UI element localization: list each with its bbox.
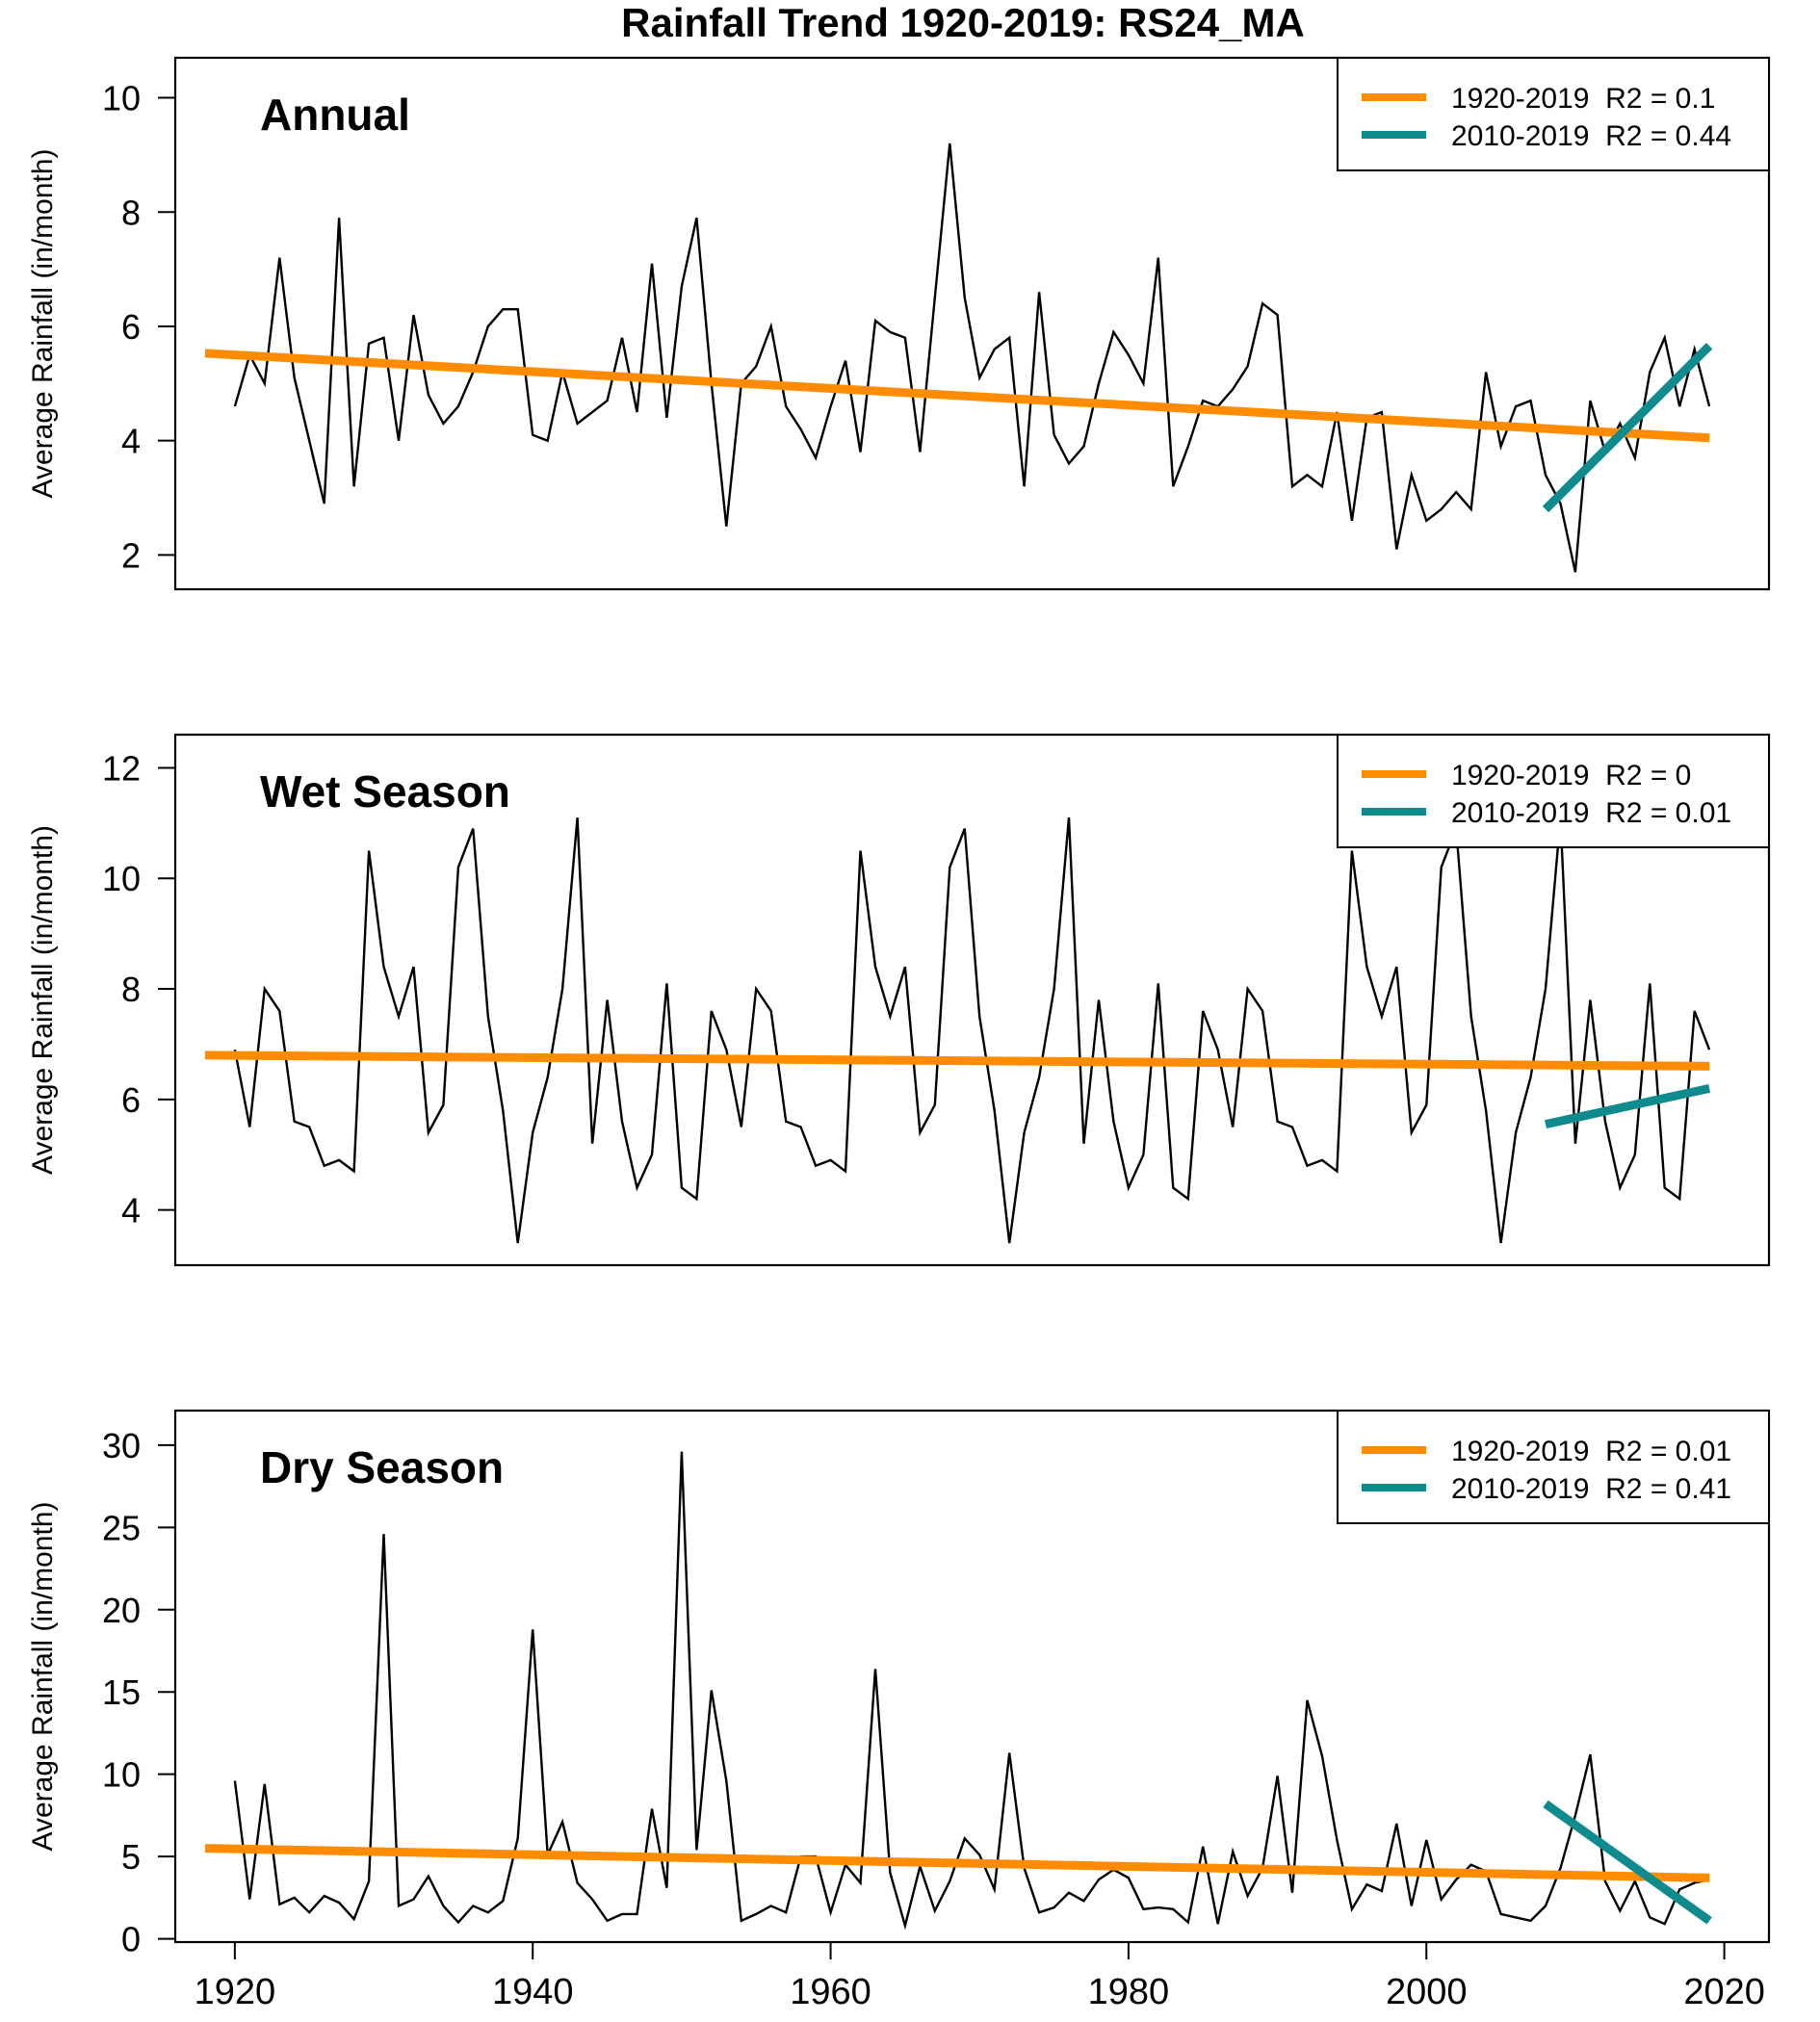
x-tick-label: 1960 (790, 1972, 871, 2012)
legend: 1920-2019 R2 = 0.1 2010-2019 R2 = 0.44 (1337, 57, 1770, 171)
x-tick-label: 2020 (1683, 1972, 1765, 2012)
x-tick-label: 2000 (1386, 1972, 1468, 2012)
panel-2: 0 5 10 15 20 25 30 Average Rainfall (in/month) D… (27, 1409, 1771, 1959)
y-tick-label: 12 (102, 748, 141, 788)
y-tick-label: 30 (102, 1426, 141, 1465)
y-axis-label: Average Rainfall (in/month) (27, 149, 59, 499)
legend-box (1337, 57, 1770, 171)
legend: 1920-2019 R2 = 0 2010-2019 R2 = 0.01 (1337, 734, 1770, 848)
y-axis-label: Average Rainfall (in/month) (27, 1502, 59, 1852)
trend-line-full-period (204, 349, 1710, 443)
legend-box (1337, 734, 1770, 848)
panel-title: Wet Season (260, 766, 510, 817)
chart-panels: 2 4 6 8 10 Average Rainfall (in/month) Annual 1… (27, 56, 1771, 1959)
trend-line-recent-period (1545, 1083, 1711, 1129)
trend-line-recent-period (1543, 1800, 1712, 1925)
trend-line-recent-period (1542, 342, 1713, 513)
y-tick-label: 6 (121, 307, 141, 347)
rainfall-series-line (233, 817, 1711, 1244)
legend-entry: 1920-2019 R2 = 0.01 (1451, 1436, 1731, 1467)
y-tick-label: 8 (121, 193, 141, 232)
rainfall-series-line (233, 143, 1711, 573)
y-tick-label: 10 (102, 79, 141, 118)
y-tick-label: 4 (121, 1191, 141, 1231)
y-tick-label: 8 (121, 970, 141, 1009)
legend-entry: 2010-2019 R2 = 0.01 (1451, 797, 1731, 829)
y-tick-label: 4 (121, 422, 141, 461)
y-tick-label: 25 (102, 1508, 141, 1547)
y-tick-label: 5 (121, 1837, 141, 1877)
y-tick-label: 2 (121, 535, 141, 575)
figure-title: Rainfall Trend 1920-2019: RS24_MA (621, 0, 1305, 45)
y-tick-label: 6 (121, 1080, 141, 1120)
panel-title: Annual (260, 90, 410, 140)
y-axis-label: Average Rainfall (in/month) (27, 825, 59, 1175)
legend-entry: 2010-2019 R2 = 0.44 (1451, 120, 1731, 152)
y-tick-label: 15 (102, 1672, 141, 1712)
panel-title: Dry Season (260, 1442, 504, 1492)
panel-0: 2 4 6 8 10 Average Rainfall (in/month) Annual 1… (27, 56, 1771, 591)
y-tick-label: 10 (102, 859, 141, 898)
y-tick-label: 20 (102, 1591, 141, 1630)
x-tick-label: 1980 (1088, 1972, 1170, 2012)
legend: 1920-2019 R2 = 0.01 2010-2019 R2 = 0.41 (1337, 1410, 1770, 1524)
legend-entry: 2010-2019 R2 = 0.41 (1451, 1473, 1731, 1505)
trend-line-full-period (204, 1844, 1710, 1882)
x-tick-label: 1920 (195, 1972, 276, 2012)
x-tick-label: 1940 (492, 1972, 574, 2012)
legend-entry: 1920-2019 R2 = 0.1 (1451, 83, 1715, 115)
legend-entry: 1920-2019 R2 = 0 (1451, 760, 1691, 791)
legend-box (1337, 1410, 1770, 1524)
y-tick-label: 10 (102, 1755, 141, 1795)
trend-line-full-period (204, 1050, 1710, 1071)
panel-1: 4 6 8 10 12 Average Rainfall (in/month) Wet Se… (27, 733, 1771, 1267)
y-tick-label: 0 (121, 1920, 141, 1959)
x-axis: 1920 1940 1960 1980 2000 2020 (195, 1941, 1765, 2012)
